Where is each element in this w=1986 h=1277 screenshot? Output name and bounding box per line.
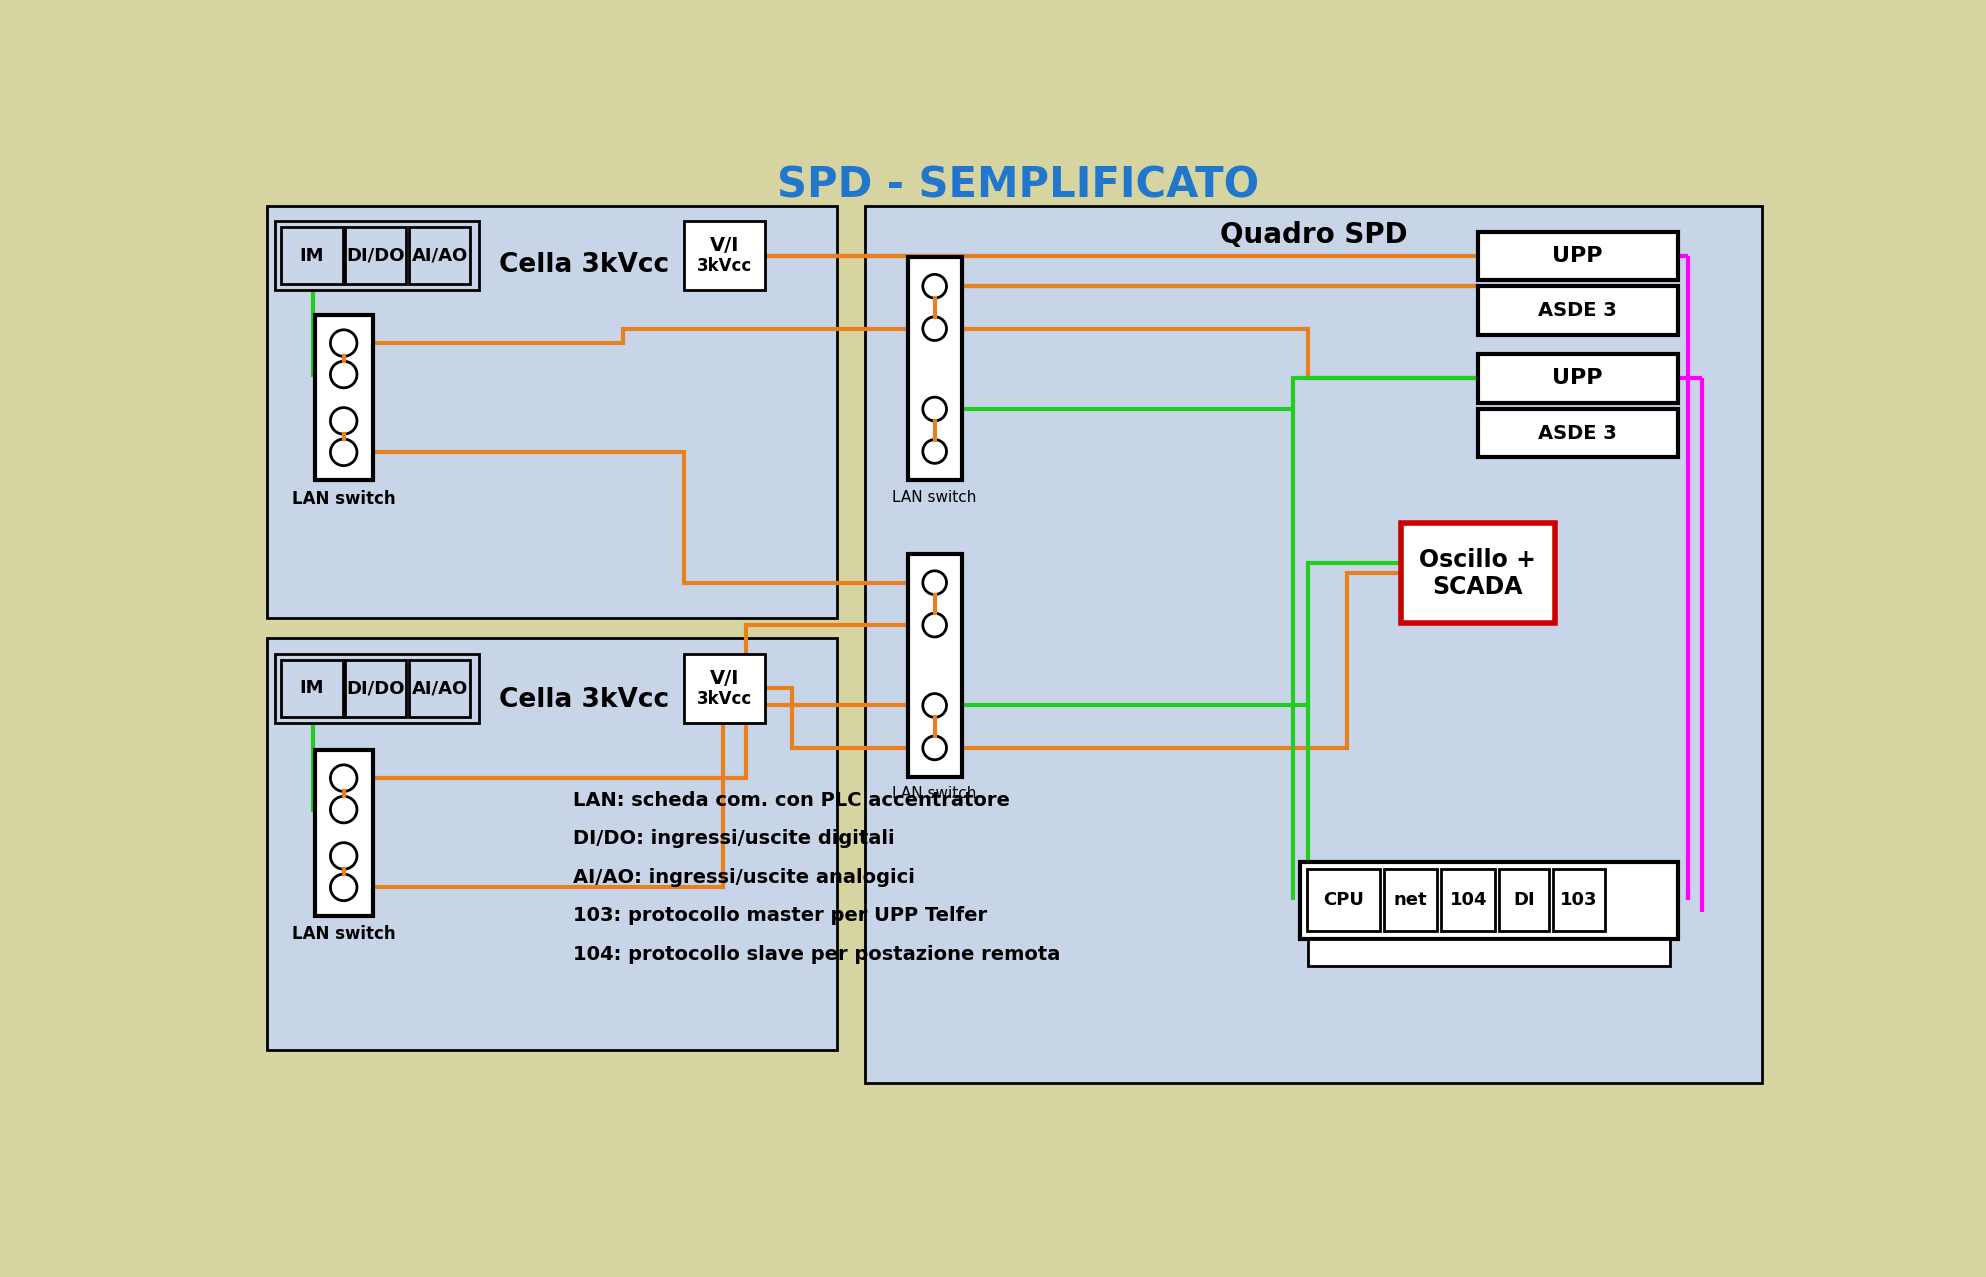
- Circle shape: [330, 765, 357, 792]
- Text: LAN switch: LAN switch: [292, 490, 395, 508]
- Bar: [1553, 870, 1605, 931]
- Circle shape: [923, 397, 947, 421]
- Text: V/I: V/I: [711, 236, 739, 255]
- Text: LAN switch: LAN switch: [892, 490, 977, 504]
- Bar: [1499, 870, 1549, 931]
- Text: LAN: scheda com. con PLC accentratore: LAN: scheda com. con PLC accentratore: [572, 790, 1009, 810]
- Bar: [1400, 522, 1555, 623]
- Bar: [1478, 232, 1678, 280]
- Text: Cella 3kVcc: Cella 3kVcc: [498, 687, 669, 713]
- Text: IM: IM: [300, 679, 324, 697]
- Circle shape: [923, 317, 947, 341]
- Bar: [274, 221, 479, 290]
- Text: V/I: V/I: [711, 669, 739, 688]
- Text: AI/AO: ingressi/uscite analogici: AI/AO: ingressi/uscite analogici: [572, 867, 916, 886]
- Bar: [1478, 286, 1678, 335]
- Text: 104: protocollo slave per postazione remota: 104: protocollo slave per postazione rem…: [572, 945, 1061, 964]
- Circle shape: [330, 407, 357, 434]
- Bar: [1442, 870, 1495, 931]
- Circle shape: [330, 875, 357, 900]
- Bar: [1478, 409, 1678, 457]
- Text: CPU: CPU: [1323, 891, 1364, 909]
- Bar: [1309, 939, 1670, 965]
- Bar: [316, 750, 373, 916]
- Text: net: net: [1394, 891, 1428, 909]
- Bar: [908, 257, 961, 480]
- Text: Cella 3kVcc: Cella 3kVcc: [498, 252, 669, 278]
- Bar: [1478, 354, 1678, 402]
- Circle shape: [923, 571, 947, 595]
- Bar: [280, 660, 342, 716]
- Circle shape: [330, 439, 357, 466]
- Text: DI/DO: DI/DO: [346, 246, 405, 264]
- Text: Quadro SPD: Quadro SPD: [1219, 221, 1408, 249]
- Text: ASDE 3: ASDE 3: [1539, 301, 1617, 321]
- Text: 3kVcc: 3kVcc: [697, 258, 753, 276]
- Text: ASDE 3: ASDE 3: [1539, 424, 1617, 443]
- Text: LAN switch: LAN switch: [292, 925, 395, 942]
- Circle shape: [923, 439, 947, 464]
- Text: UPP: UPP: [1553, 246, 1603, 266]
- Text: DI: DI: [1513, 891, 1535, 909]
- Text: 103: protocollo master per UPP Telfer: 103: protocollo master per UPP Telfer: [572, 907, 987, 925]
- Bar: [409, 660, 471, 716]
- Bar: [274, 654, 479, 723]
- Text: SPD - SEMPLIFICATO: SPD - SEMPLIFICATO: [777, 165, 1259, 207]
- Bar: [685, 654, 765, 723]
- Bar: [280, 227, 342, 285]
- Bar: [266, 206, 836, 618]
- Text: LAN switch: LAN switch: [892, 787, 977, 802]
- Text: UPP: UPP: [1553, 369, 1603, 388]
- Text: 104: 104: [1450, 891, 1488, 909]
- Bar: [866, 206, 1762, 1083]
- Circle shape: [330, 329, 357, 356]
- Bar: [1301, 862, 1678, 939]
- Bar: [266, 638, 836, 1050]
- Bar: [1307, 870, 1380, 931]
- Circle shape: [923, 275, 947, 298]
- Text: AI/AO: AI/AO: [411, 246, 467, 264]
- Circle shape: [923, 613, 947, 637]
- Bar: [685, 221, 765, 290]
- Text: 3kVcc: 3kVcc: [697, 690, 753, 709]
- Circle shape: [923, 693, 947, 718]
- Circle shape: [330, 361, 357, 388]
- Text: AI/AO: AI/AO: [411, 679, 467, 697]
- Circle shape: [923, 736, 947, 760]
- Bar: [908, 554, 961, 776]
- Circle shape: [330, 843, 357, 870]
- Bar: [409, 227, 471, 285]
- Text: DI/DO: DI/DO: [346, 679, 405, 697]
- Text: SCADA: SCADA: [1432, 575, 1523, 599]
- Text: Oscillo +: Oscillo +: [1420, 548, 1535, 572]
- Text: IM: IM: [300, 246, 324, 264]
- Text: 103: 103: [1561, 891, 1599, 909]
- Circle shape: [330, 797, 357, 822]
- Text: DI/DO: ingressi/uscite digitali: DI/DO: ingressi/uscite digitali: [572, 829, 894, 848]
- Bar: [1384, 870, 1438, 931]
- Bar: [346, 660, 407, 716]
- Bar: [346, 227, 407, 285]
- Bar: [316, 315, 373, 480]
